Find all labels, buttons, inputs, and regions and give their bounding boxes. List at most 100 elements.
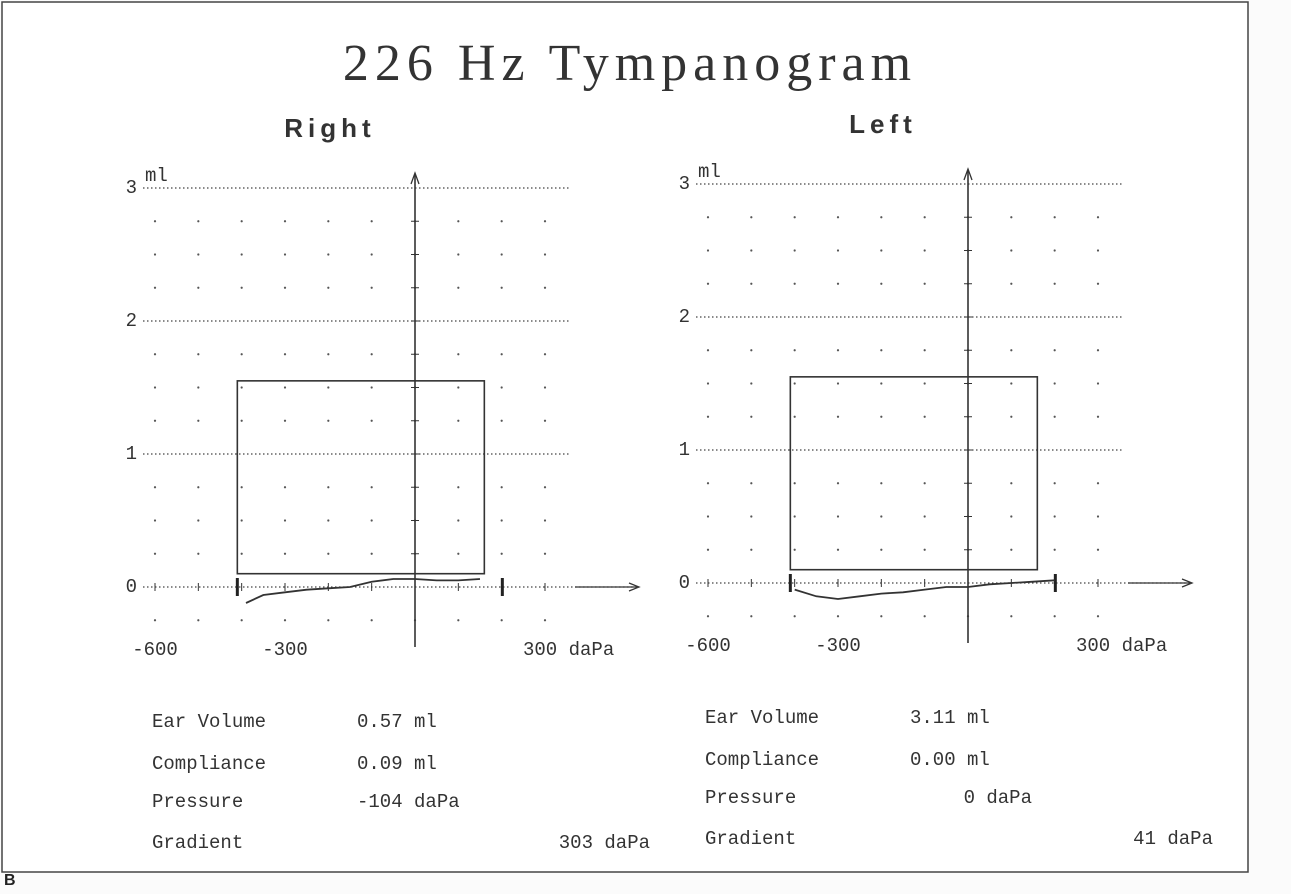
- grid-dot: [880, 548, 883, 551]
- grid-dot: [793, 282, 796, 285]
- grid-dot: [500, 552, 503, 555]
- grid-dot: [880, 349, 883, 352]
- x-arrow: [628, 582, 641, 592]
- grid-dot: [880, 415, 883, 418]
- grid-dot: [880, 216, 883, 219]
- x-arrow: [1181, 578, 1194, 588]
- measurement-label: Gradient: [152, 832, 243, 854]
- grid-dot: [543, 552, 547, 555]
- grid-dot: [793, 615, 796, 618]
- grid-dot: [1010, 349, 1013, 352]
- grid-dot: [500, 253, 503, 256]
- grid-dot: [1053, 349, 1056, 352]
- grid-dot: [240, 253, 243, 256]
- grid-dot: [370, 220, 373, 223]
- grid-dot: [153, 552, 157, 555]
- measurement-value: 0.09 ml: [357, 753, 437, 775]
- grid-dot: [543, 253, 547, 256]
- grid-dot: [543, 353, 547, 356]
- y-tick-label: 3: [126, 177, 137, 199]
- grid-dot: [793, 482, 796, 485]
- grid-dot: [283, 419, 287, 422]
- measurement-label: Compliance: [152, 753, 266, 775]
- grid-dot: [240, 486, 243, 489]
- grid-dot: [793, 415, 796, 418]
- grid-dot: [500, 519, 503, 522]
- measurement-label: Gradient: [705, 828, 796, 850]
- grid-dot: [240, 386, 243, 389]
- grid-dot: [457, 552, 460, 555]
- grid-dot: [197, 386, 200, 389]
- tympanogram-curve: [245, 578, 481, 604]
- x-tick-label: -600: [685, 635, 731, 657]
- grid-dot: [543, 486, 547, 489]
- panel-label: B: [4, 872, 16, 889]
- grid-dot: [370, 619, 373, 622]
- grid-dot: [543, 619, 547, 622]
- grid-dot: [153, 253, 157, 256]
- grid-dot: [706, 548, 710, 551]
- y-tick-label: 1: [679, 439, 690, 461]
- grid-dot: [327, 286, 330, 289]
- grid-dot: [457, 386, 460, 389]
- grid-dot: [370, 486, 373, 489]
- grid-dot: [836, 349, 840, 352]
- grid-dot: [923, 382, 926, 385]
- grid-dot: [543, 519, 547, 522]
- grid-dot: [283, 519, 287, 522]
- grid-dot: [836, 249, 840, 252]
- measurement-label: Pressure: [152, 791, 243, 813]
- grid-dot: [880, 249, 883, 252]
- measurement-label: Ear Volume: [152, 711, 266, 733]
- grid-dot: [1096, 216, 1100, 219]
- grid-dot: [457, 519, 460, 522]
- y-tick-label: 3: [679, 173, 690, 195]
- chart-title: Left: [849, 109, 917, 139]
- grid-dot: [880, 482, 883, 485]
- grid-dot: [153, 386, 157, 389]
- grid-dot: [1096, 482, 1100, 485]
- grid-dot: [1010, 515, 1013, 518]
- grid-dot: [197, 619, 200, 622]
- y-arrow: [963, 167, 973, 181]
- grid-dot: [283, 220, 287, 223]
- grid-dot: [1096, 515, 1100, 518]
- grid-dot: [750, 282, 753, 285]
- grid-dot: [153, 486, 157, 489]
- y-tick-label: 1: [126, 443, 137, 465]
- grid-dot: [240, 619, 243, 622]
- grid-dot: [1096, 415, 1100, 418]
- grid-dot: [706, 415, 710, 418]
- grid-dot: [1096, 615, 1100, 618]
- grid-dot: [793, 515, 796, 518]
- grid-dot: [543, 286, 547, 289]
- x-tick-label: 300 daPa: [1076, 635, 1167, 657]
- grid-dot: [923, 249, 926, 252]
- grid-dot: [500, 220, 503, 223]
- tympanogram-curve: [794, 579, 1055, 600]
- grid-dot: [153, 353, 157, 356]
- grid-dot: [706, 482, 710, 485]
- grid-dot: [240, 286, 243, 289]
- grid-dot: [283, 386, 287, 389]
- x-tick-label: -300: [815, 635, 861, 657]
- grid-dot: [327, 419, 330, 422]
- x-tick-label: -300: [262, 639, 308, 661]
- y-arrow: [410, 171, 420, 185]
- grid-dot: [370, 519, 373, 522]
- y-axis-label: ml: [698, 161, 721, 183]
- grid-dot: [327, 552, 330, 555]
- grid-dot: [923, 216, 926, 219]
- grid-dot: [750, 249, 753, 252]
- grid-dot: [793, 548, 796, 551]
- grid-dot: [1010, 282, 1013, 285]
- grid-dot: [457, 486, 460, 489]
- grid-dot: [923, 349, 926, 352]
- grid-dot: [327, 386, 330, 389]
- grid-dot: [543, 419, 547, 422]
- grid-dot: [370, 386, 373, 389]
- grid-dot: [283, 353, 287, 356]
- grid-dot: [1053, 216, 1056, 219]
- grid-dot: [153, 619, 157, 622]
